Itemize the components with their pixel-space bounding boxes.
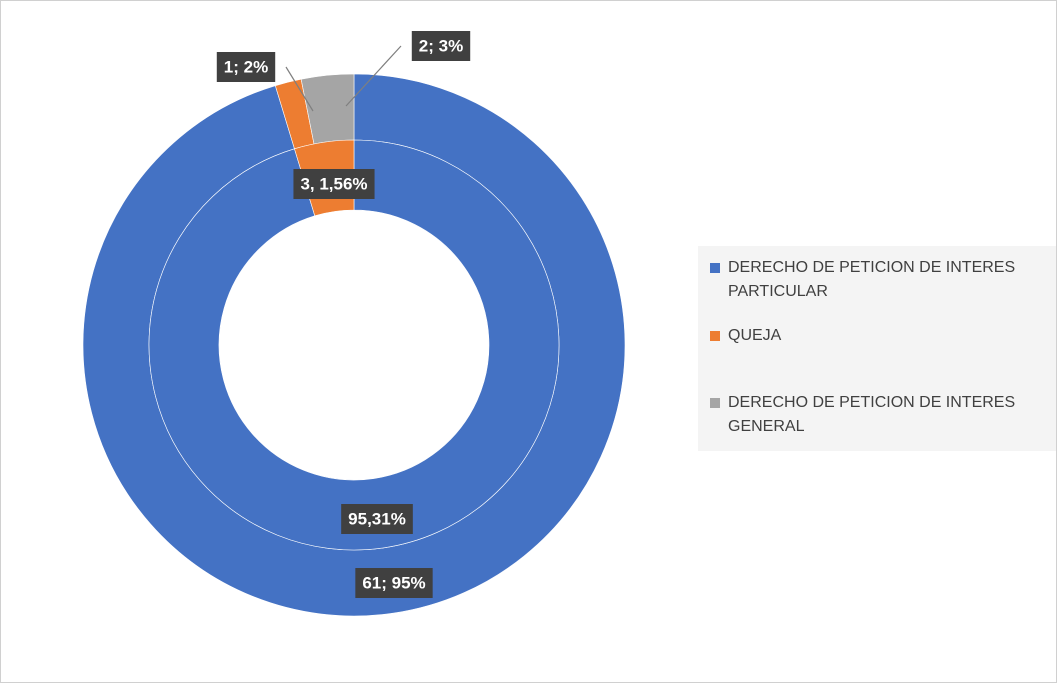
data-label-text: 3, 1,56% — [300, 174, 367, 193]
leader-line — [345, 45, 402, 107]
data-label-text: 2; 3% — [419, 36, 463, 55]
legend-swatch — [710, 331, 720, 341]
doughnut-segment — [148, 139, 560, 551]
data-label: 1; 2% — [216, 52, 314, 112]
legend-swatch — [710, 398, 720, 408]
legend-item: QUEJA — [710, 324, 1050, 348]
data-label: 95,31% — [341, 504, 413, 534]
legend-swatch — [710, 263, 720, 273]
data-label: 2; 3% — [345, 31, 471, 107]
legend-label: DERECHO DE PETICION DE INTERES PARTICULA… — [728, 259, 1016, 300]
data-label: 61; 95% — [355, 568, 433, 598]
legend-item: DERECHO DE PETICION DE INTERES GENERAL — [710, 391, 1050, 439]
data-label-text: 1; 2% — [224, 57, 268, 76]
chart: 61; 95% 1; 2% 2; 3% 95,31% 3, 1,56% — [82, 31, 626, 617]
data-label-box — [293, 169, 375, 199]
data-label-box — [216, 52, 276, 82]
legend: DERECHO DE PETICION DE INTERES PARTICULA… — [698, 246, 1056, 451]
legend-label: QUEJA — [728, 327, 782, 344]
data-label-box — [341, 504, 413, 534]
data-label-text: 95,31% — [348, 509, 406, 528]
data-label-box — [355, 568, 433, 598]
data-label-box — [411, 31, 471, 61]
data-label: 3, 1,56% — [293, 169, 375, 199]
legend-item: DERECHO DE PETICION DE INTERES PARTICULA… — [710, 256, 1050, 304]
data-label-text: 61; 95% — [362, 573, 425, 592]
leader-line — [285, 66, 314, 112]
legend-label: DERECHO DE PETICION DE INTERES GENERAL — [728, 394, 1016, 435]
